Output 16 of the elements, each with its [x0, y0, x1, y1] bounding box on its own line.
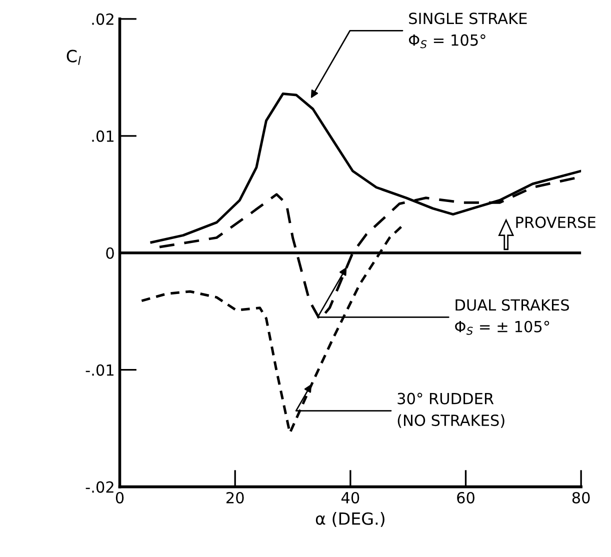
annotation: 30° RUDDER (NO STRAKES)	[398, 392, 504, 428]
x-tick-label: 80	[572, 492, 590, 504]
annotation: PROVERSE	[516, 216, 596, 228]
y-tick-label: 0	[106, 247, 114, 259]
x-tick-label: 0	[116, 492, 124, 504]
y-tick-label: -.01	[86, 364, 114, 376]
y-tick-label: .02	[92, 13, 114, 25]
x-tick-label: 20	[226, 492, 244, 504]
x-axis-title: α (DEG.)	[316, 512, 384, 527]
y-tick-label: .01	[92, 130, 114, 142]
y-axis-title: C$_{l}$	[66, 50, 81, 65]
x-tick-label: 40	[341, 492, 360, 504]
annotation: DUAL STRAKES Φ$_{S}$ = ± 105°	[455, 299, 569, 335]
y-tick-label: -.02	[86, 481, 114, 493]
annotation: SINGLE STRAKE Φ$_{S}$ = 105°	[408, 12, 527, 48]
x-tick-label: 60	[457, 492, 474, 504]
